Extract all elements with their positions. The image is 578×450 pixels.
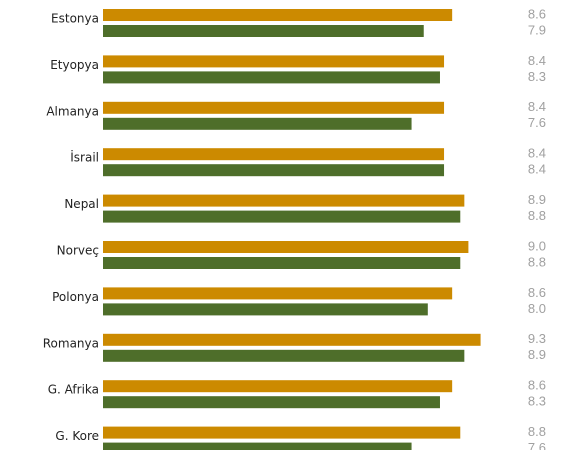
bar xyxy=(103,257,461,269)
category-label: G. Afrika xyxy=(48,383,99,397)
value-label: 8.4 xyxy=(528,99,546,114)
value-label: 8.8 xyxy=(528,424,546,439)
bar xyxy=(103,241,469,253)
value-label: 7.9 xyxy=(528,22,546,37)
bar xyxy=(103,349,465,362)
value-label: 8.3 xyxy=(528,69,546,84)
bar xyxy=(103,442,412,450)
value-label: 8.8 xyxy=(528,208,546,223)
bar xyxy=(103,426,461,439)
value-label: 8.4 xyxy=(528,53,546,68)
bar xyxy=(103,380,453,393)
bar xyxy=(103,333,481,346)
category-label: Almanya xyxy=(46,104,99,118)
category-label: Estonya xyxy=(51,12,99,26)
value-label: 8.0 xyxy=(528,301,546,316)
bar xyxy=(103,194,465,207)
bar xyxy=(103,117,412,130)
bar xyxy=(103,55,445,68)
value-label: 8.8 xyxy=(528,254,546,269)
bar xyxy=(103,303,428,316)
bar xyxy=(103,148,445,161)
value-label: 8.6 xyxy=(528,378,546,393)
value-label: 7.6 xyxy=(528,440,546,450)
bar xyxy=(103,71,440,84)
bar xyxy=(103,101,445,114)
value-label: 8.9 xyxy=(528,192,546,207)
value-label: 8.3 xyxy=(528,394,546,409)
bar xyxy=(103,396,440,409)
value-label: 8.6 xyxy=(528,6,546,21)
category-label: Romanya xyxy=(43,336,99,350)
category-label: İsrail xyxy=(70,150,99,165)
bar xyxy=(103,9,453,21)
bar xyxy=(103,164,445,177)
value-label: 8.4 xyxy=(528,162,546,177)
category-label: Etyopya xyxy=(50,58,99,72)
value-label: 9.0 xyxy=(528,238,546,253)
category-label: Polonya xyxy=(52,290,99,304)
value-label: 7.6 xyxy=(528,115,546,130)
category-label: Nepal xyxy=(64,197,99,211)
value-label: 9.3 xyxy=(528,331,546,346)
value-label: 8.4 xyxy=(528,146,546,161)
category-label: G. Kore xyxy=(55,429,99,443)
bar xyxy=(103,25,424,37)
bar xyxy=(103,210,461,223)
value-label: 8.9 xyxy=(528,347,546,362)
category-label: Norveç xyxy=(57,244,99,258)
bar xyxy=(103,287,453,300)
value-label: 8.6 xyxy=(528,285,546,300)
